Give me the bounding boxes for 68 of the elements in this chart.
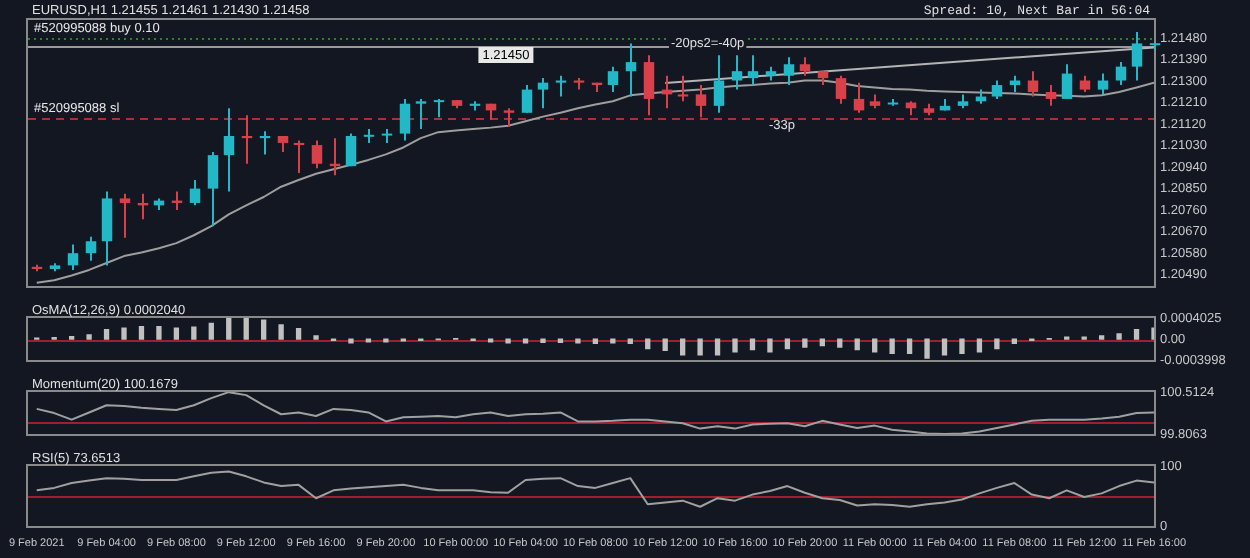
candlestick [783,56,795,87]
bar [226,318,232,340]
bar [906,338,913,355]
candlestick [311,139,323,170]
bar [86,334,92,340]
candlestick [1027,70,1039,98]
bar [505,338,511,344]
candlestick [521,84,533,114]
candlestick [1115,61,1127,87]
candlestick [835,74,847,105]
bar [348,338,354,344]
bar [261,319,267,340]
bar [924,338,930,359]
bar [941,338,948,356]
bar [173,327,180,340]
bar [679,338,686,356]
bar [1133,329,1140,340]
bar [610,338,616,344]
candlestick [625,42,637,98]
candlestick [1097,72,1109,96]
bar [889,338,895,355]
candlestick [207,151,219,228]
candlestick [85,235,97,262]
bar [732,338,738,353]
bar [278,324,284,340]
candlestick [1131,30,1143,82]
bar [243,318,249,340]
candlestick [643,54,655,117]
candlestick [1045,84,1057,107]
candlestick [747,54,759,87]
bar [208,322,214,340]
bar [767,338,773,353]
candlestick [119,192,131,239]
bar [994,338,1000,350]
candlestick [67,243,79,271]
candlestick [415,97,427,131]
bar [522,338,529,344]
bar [156,325,162,340]
candlestick [503,107,515,128]
candlestick [101,190,113,267]
bar [103,329,110,340]
candlestick [731,54,743,91]
bar [802,338,808,348]
candlestick [713,54,725,114]
candlestick [345,132,357,168]
bar [121,327,127,340]
bar [697,338,703,356]
candlestick [991,79,1003,100]
bar [1116,333,1122,340]
candlestick [677,74,689,103]
bar [191,326,197,340]
candlestick [695,84,707,119]
bar [295,327,302,340]
bar [959,338,965,355]
bar [575,338,581,344]
candlestick [223,107,235,193]
bar [837,338,843,348]
candlestick [607,65,619,93]
candlestick [537,77,549,110]
bar [662,338,668,351]
candlestick [189,179,201,207]
candlestick [433,97,445,119]
candlestick [853,81,865,114]
bar [138,325,145,340]
bar [714,338,721,356]
candlestick [399,97,411,142]
candlestick [799,56,811,77]
candlestick [1061,63,1073,100]
